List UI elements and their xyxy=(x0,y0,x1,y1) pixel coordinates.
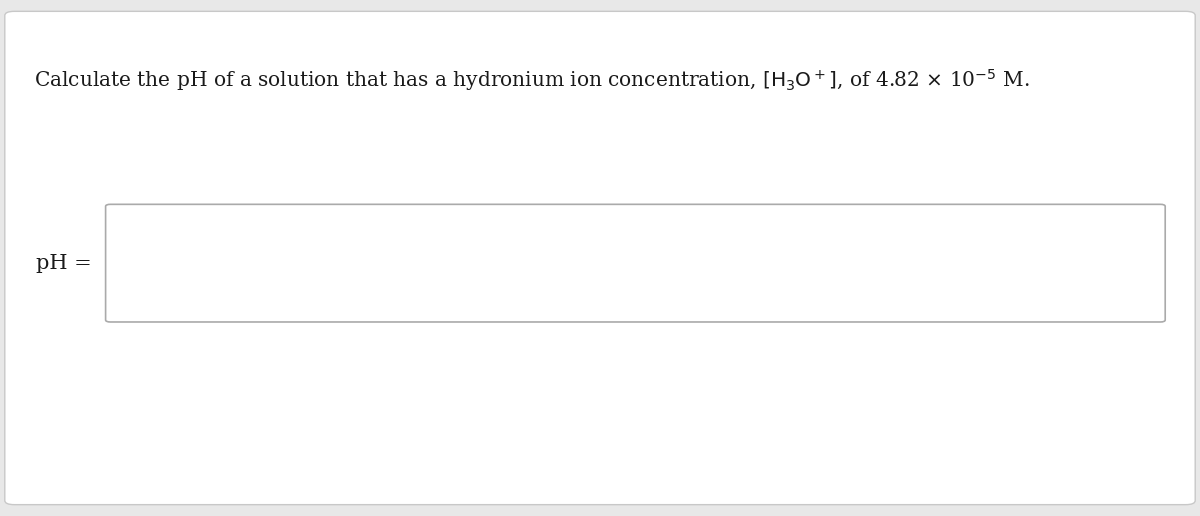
Text: pH =: pH = xyxy=(36,254,91,272)
FancyBboxPatch shape xyxy=(5,11,1195,505)
Text: Calculate the pH of a solution that has a hydronium ion concentration, $[\mathrm: Calculate the pH of a solution that has … xyxy=(34,67,1030,93)
FancyBboxPatch shape xyxy=(106,204,1165,322)
